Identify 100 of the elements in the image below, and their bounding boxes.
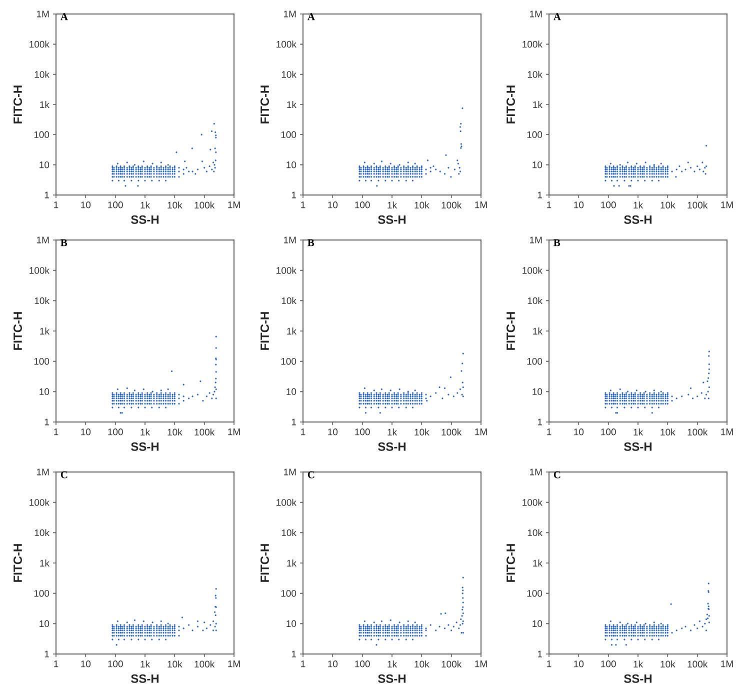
chart-title: C [60, 471, 68, 478]
y-tick-label: 1M [284, 236, 296, 244]
y-tick-label: 100k [276, 498, 296, 506]
y-axis-title: FITC-H [260, 312, 269, 350]
y-tick-label: 10k [282, 529, 296, 536]
y-tick-label: 100k [30, 266, 50, 274]
y-tick-label: 1 [44, 418, 49, 426]
y-tick-label: 10 [40, 161, 50, 168]
y-axis-title: FITC-H [260, 544, 269, 582]
x-axis-title: SS-H [131, 442, 159, 451]
x-tick-label: 1M [475, 660, 487, 668]
x-tick-label: 1 [54, 660, 58, 668]
x-tick-label: 100k [442, 660, 462, 668]
y-tick-label: 100k [30, 498, 50, 506]
x-tick-label: 1 [54, 428, 58, 436]
y-tick-label: 10 [532, 620, 542, 628]
x-tick-label: 10k [414, 428, 430, 436]
x-axis-title: SS-H [624, 674, 652, 683]
x-tick-label: 10 [81, 660, 91, 668]
x-tick-label: 1k [634, 428, 644, 436]
y-tick-label: 1M [530, 10, 542, 18]
y-tick-label: 10k [34, 297, 50, 304]
y-tick-label: 10 [40, 620, 50, 628]
x-tick-label: 100k [688, 202, 708, 209]
y-tick-label: 1k [287, 328, 296, 334]
y-axis-title: FITC-H [506, 544, 515, 582]
chart-title: B [554, 239, 560, 246]
y-tick-label: 1k [287, 560, 296, 566]
y-axis-title: FITC-H [506, 86, 515, 124]
y-tick-label: 1k [533, 560, 542, 566]
x-tick-label: 1k [388, 660, 398, 668]
y-tick-label: 100 [527, 590, 542, 597]
chart-title: B [308, 239, 314, 246]
x-tick-label: 10k [168, 660, 182, 668]
x-tick-label: 100k [442, 428, 462, 436]
y-tick-label: 1 [44, 192, 49, 198]
y-axis-title: FITC-H [14, 312, 22, 350]
x-tick-label: 1k [634, 202, 644, 208]
chart-title: A [308, 13, 315, 20]
x-tick-label: 10k [414, 660, 430, 668]
y-tick-label: 1M [284, 10, 296, 18]
chart-title: A [554, 13, 561, 20]
x-tick-label: 100 [601, 660, 616, 668]
x-axis-title: SS-H [378, 215, 406, 224]
x-tick-label: 1 [301, 660, 306, 668]
x-axis-title: SS-H [378, 674, 406, 683]
x-tick-label: 10 [574, 428, 584, 436]
x-tick-label: 1M [475, 202, 487, 208]
x-tick-label: 1k [140, 428, 150, 436]
x-tick-label: 1 [547, 660, 552, 668]
y-tick-label: 10k [282, 297, 296, 304]
x-tick-label: 10 [328, 428, 338, 436]
y-tick-label: 1M [36, 236, 49, 244]
y-tick-label: 100k [30, 40, 50, 48]
y-tick-label: 1 [292, 418, 296, 426]
x-tick-label: 100 [108, 202, 123, 208]
y-tick-label: 1 [292, 192, 296, 198]
x-tick-label: 100 [601, 202, 616, 208]
y-tick-label: 1M [530, 468, 542, 476]
y-tick-label: 1M [36, 468, 49, 476]
y-tick-label: 100 [34, 131, 50, 138]
y-tick-label: 100k [522, 498, 542, 506]
x-tick-label: 1k [388, 202, 398, 208]
x-tick-label: 10 [81, 428, 91, 436]
x-tick-label: 1 [547, 202, 552, 208]
x-tick-label: 10 [328, 202, 338, 208]
y-tick-label: 10 [532, 388, 542, 396]
x-tick-label: 100k [688, 428, 708, 436]
y-tick-label: 100 [527, 131, 542, 138]
x-axis-title: SS-H [131, 674, 159, 683]
x-tick-label: 1M [475, 428, 487, 436]
x-tick-label: 10 [574, 202, 584, 208]
y-tick-label: 100 [34, 358, 50, 365]
x-axis-title: SS-H [624, 215, 652, 224]
y-tick-label: 1 [538, 418, 542, 426]
y-tick-label: 1k [533, 101, 542, 108]
x-tick-label: 1M [721, 428, 733, 436]
y-axis-title: FITC-H [506, 312, 515, 350]
y-tick-label: 100k [522, 40, 542, 48]
x-tick-label: 1k [140, 660, 150, 668]
x-axis-title: SS-H [131, 215, 159, 224]
chart-title: A [60, 13, 68, 20]
x-tick-label: 1 [301, 202, 306, 208]
x-tick-label: 100k [688, 660, 708, 668]
y-tick-label: 100k [276, 266, 296, 274]
chart-title: C [554, 471, 560, 478]
x-tick-label: 100 [601, 428, 616, 436]
x-tick-label: 1M [721, 202, 733, 208]
x-axis-title: SS-H [378, 442, 406, 451]
y-tick-label: 10k [282, 70, 296, 78]
y-tick-label: 1k [40, 328, 50, 334]
y-axis-title: FITC-H [260, 86, 269, 124]
y-tick-label: 1k [40, 560, 50, 566]
y-tick-label: 1 [44, 650, 49, 658]
x-tick-label: 100 [355, 202, 370, 208]
y-tick-label: 10 [286, 388, 296, 396]
y-tick-label: 10 [286, 620, 296, 628]
x-tick-label: 1M [228, 202, 240, 208]
x-tick-label: 1M [721, 660, 733, 668]
y-tick-label: 100 [281, 131, 296, 138]
